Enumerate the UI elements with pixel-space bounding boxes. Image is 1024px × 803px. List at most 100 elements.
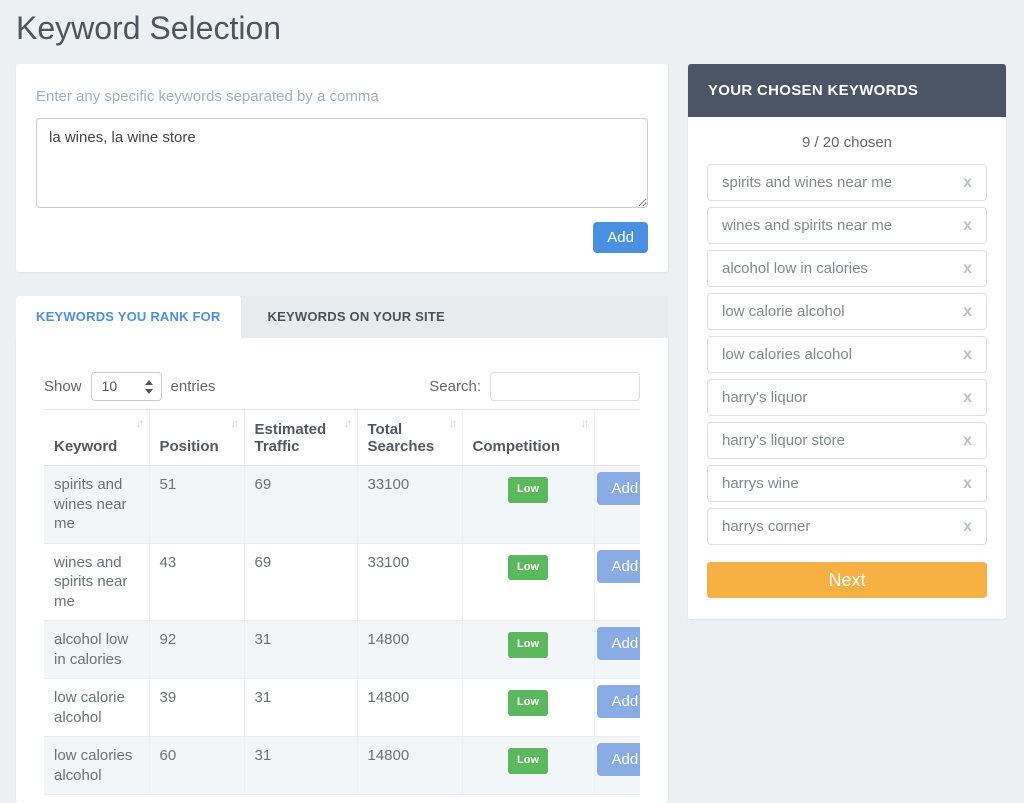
cell-total-searches: 14800 [356,620,462,679]
chosen-keyword-label: harrys wine [722,475,799,492]
remove-keyword-icon[interactable]: x [963,431,972,449]
cell-action: Add [593,542,640,621]
chosen-keywords-panel: YOUR CHOSEN KEYWORDS 9 / 20 chosen spiri… [688,64,1006,619]
column-header-action [593,409,640,466]
chosen-keyword-chip: harry's liquor x [707,379,987,416]
column-header-competition[interactable]: Competition ↓↑ [461,409,594,466]
sort-icon[interactable]: ↓↑ [135,416,145,430]
page-size-select[interactable]: 10 [90,372,162,401]
remove-keyword-icon[interactable]: x [963,173,972,191]
remove-keyword-icon[interactable]: x [963,302,972,320]
remove-keyword-icon[interactable]: x [963,216,972,234]
cell-position: 43 [148,542,244,621]
entries-label: entries [170,378,216,395]
chosen-keyword-label: low calories alcohol [722,346,853,363]
cell-estimated-traffic: 69 [243,465,357,543]
cell-action: Add [593,620,640,679]
search-label: Search: [429,378,481,395]
row-add-button[interactable]: Add [596,549,640,583]
chosen-keyword-label: harry's liquor store [722,432,845,449]
chosen-keyword-label: low calorie alcohol [722,303,845,320]
chosen-keyword-label: spirits and wines near me [722,174,893,191]
table-row: spirits and wines near me 51 69 33100 Lo… [44,465,640,543]
cell-keyword: low calories alcohol [44,736,149,795]
cell-action: Add [593,736,640,795]
cell-estimated-traffic: 31 [243,678,357,737]
competition-badge: Low [508,690,548,716]
competition-badge: Low [508,748,548,774]
keywords-table-wrapper: Keyword ↓↑ Position ↓↑ Estimated Traffic… [44,409,640,795]
table-row: alcohol low in calories 92 31 14800 Low … [44,620,640,679]
remove-keyword-icon[interactable]: x [963,388,972,406]
cell-action: Add [593,465,640,543]
search-input[interactable] [490,372,640,401]
cell-keyword: low calorie alcohol [44,678,149,737]
cell-keyword: wines and spirits near me [44,542,149,621]
remove-keyword-icon[interactable]: x [963,474,972,492]
column-header-keyword[interactable]: Keyword ↓↑ [44,409,149,466]
chosen-count: 9 / 20 chosen [801,134,893,151]
table-row: low calorie alcohol 39 31 14800 Low Add [44,678,640,737]
cell-total-searches: 33100 [356,542,462,621]
competition-badge: Low [508,477,548,503]
competition-badge: Low [508,632,548,658]
table-row: wines and spirits near me 43 69 33100 Lo… [44,542,640,621]
row-add-button[interactable]: Add [596,743,640,776]
cell-position: 51 [148,465,244,543]
cell-competition: Low [461,542,594,621]
cell-total-searches: 33100 [356,465,462,543]
keyword-entry-textarea[interactable]: la wines, la wine store [36,118,648,208]
cell-position: 60 [148,736,244,795]
add-keywords-button[interactable]: Add [593,222,648,253]
sort-icon[interactable]: ↓↑ [580,416,590,430]
column-header-position[interactable]: Position ↓↑ [148,409,244,466]
next-button[interactable]: Next [707,562,987,598]
row-add-button[interactable]: Add [596,627,640,660]
select-arrows-icon [144,380,153,395]
row-add-button[interactable]: Add [596,685,640,718]
chosen-keyword-chip: harry's liquor store x [707,422,987,459]
chosen-keyword-chip: spirits and wines near me x [707,164,987,201]
page-title: Keyword Selection [16,10,282,46]
chosen-keyword-chip: harrys wine x [707,465,987,502]
keywords-table: Keyword ↓↑ Position ↓↑ Estimated Traffic… [44,409,640,795]
chosen-keyword-label: alcohol low in calories [722,260,868,277]
chosen-keyword-chip: low calories alcohol x [707,336,987,373]
competition-badge: Low [508,554,548,580]
tab-keywords-on-your-site[interactable]: KEYWORDS ON YOUR SITE [267,309,445,324]
cell-competition: Low [461,465,594,543]
sort-icon[interactable]: ↓↑ [343,416,353,430]
remove-keyword-icon[interactable]: x [963,345,972,363]
cell-keyword: alcohol low in calories [44,620,149,679]
cell-position: 92 [148,620,244,679]
chosen-keyword-label: harry's liquor [722,389,808,406]
keyword-entry-card: Enter any specific keywords separated by… [16,64,668,272]
cell-competition: Low [461,620,594,679]
show-label: Show [44,378,82,395]
cell-total-searches: 14800 [356,736,462,795]
page-size-value: 10 [101,378,118,394]
cell-keyword: spirits and wines near me [44,465,149,543]
chosen-keyword-chip: alcohol low in calories x [707,250,987,287]
column-header-estimated-traffic[interactable]: Estimated Traffic ↓↑ [243,409,357,466]
table-row: low calories alcohol 60 31 14800 Low Add [44,736,640,795]
column-header-total-searches[interactable]: Total Searches ↓↑ [356,409,462,466]
cell-action: Add [593,678,640,737]
chosen-keyword-chip: wines and spirits near me x [707,207,987,244]
cell-competition: Low [461,678,594,737]
keyword-entry-label: Enter any specific keywords separated by… [36,88,379,105]
sort-icon[interactable]: ↓↑ [230,416,240,430]
cell-estimated-traffic: 31 [243,736,357,795]
cell-estimated-traffic: 69 [243,542,357,621]
tab-keywords-you-rank-for[interactable]: KEYWORDS YOU RANK FOR [16,296,241,338]
sort-icon[interactable]: ↓↑ [448,416,458,430]
row-add-button[interactable]: Add [596,472,640,505]
chosen-keyword-chip: low calorie alcohol x [707,293,987,330]
chosen-keywords-list: spirits and wines near me x wines and sp… [707,164,987,545]
remove-keyword-icon[interactable]: x [963,517,972,535]
chosen-keyword-label: wines and spirits near me [722,217,893,234]
chosen-keyword-chip: harrys corner x [707,508,987,545]
remove-keyword-icon[interactable]: x [963,259,972,277]
chosen-keywords-header: YOUR CHOSEN KEYWORDS [688,64,1006,117]
cell-estimated-traffic: 31 [243,620,357,679]
